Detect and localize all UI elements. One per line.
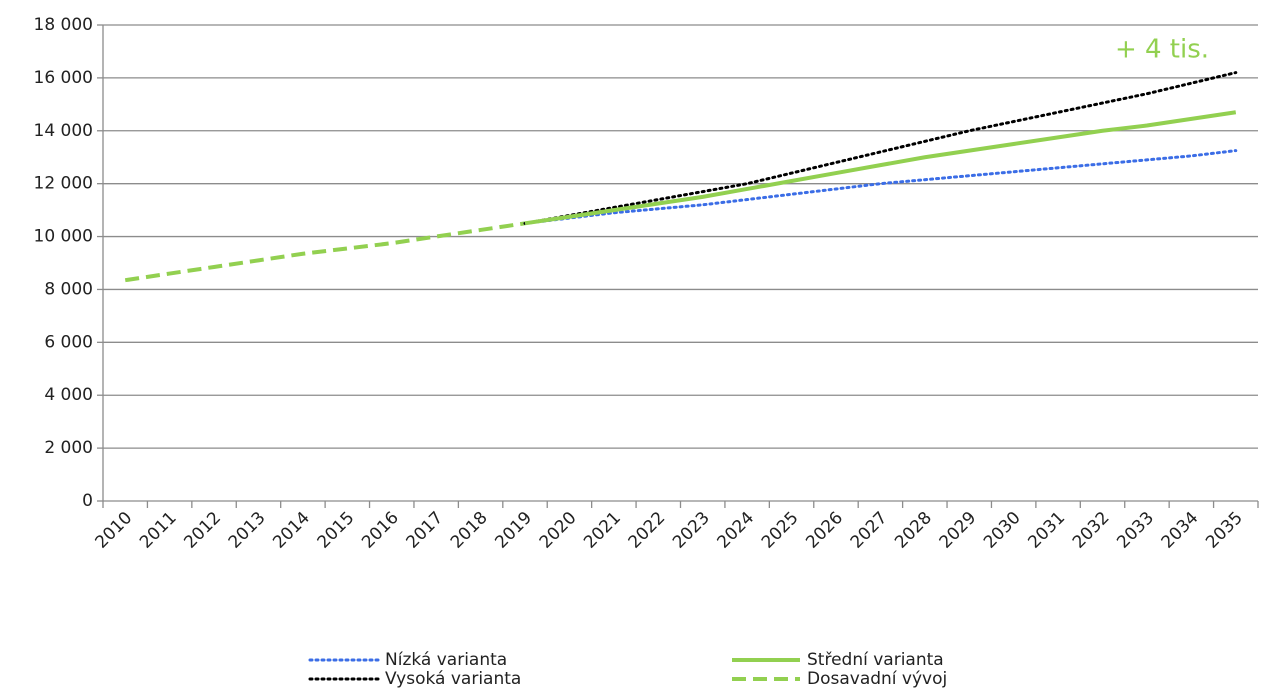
series-line bbox=[124, 221, 526, 283]
x-tick-label: 2027 bbox=[847, 508, 892, 553]
y-tick-label: 2 000 bbox=[44, 438, 93, 458]
x-tick-label: 2016 bbox=[358, 508, 403, 553]
y-tick-label: 0 bbox=[82, 491, 93, 511]
x-tick-label: 2013 bbox=[225, 508, 270, 553]
y-tick-label: 8 000 bbox=[44, 279, 93, 299]
legend-label: Vysoká varianta bbox=[385, 669, 521, 688]
x-tick-label: 2031 bbox=[1024, 508, 1069, 553]
x-tick-label: 2017 bbox=[403, 508, 448, 553]
y-tick-label: 16 000 bbox=[34, 68, 93, 88]
x-tick-label: 2012 bbox=[180, 508, 225, 553]
series-line bbox=[523, 71, 1238, 225]
x-tick-label: 2028 bbox=[891, 508, 936, 553]
x-tick-label: 2010 bbox=[92, 508, 137, 553]
series-line bbox=[524, 110, 1237, 226]
x-tick-label: 2019 bbox=[491, 508, 536, 553]
legend-label: Dosavadní vývoj bbox=[807, 669, 947, 688]
series-line bbox=[523, 149, 1238, 225]
legend-label: Nízká varianta bbox=[385, 650, 507, 670]
x-tick-label: 2034 bbox=[1158, 508, 1203, 553]
x-tick-label: 2026 bbox=[802, 508, 847, 553]
x-tick-label: 2020 bbox=[536, 508, 581, 553]
y-tick-label: 14 000 bbox=[34, 121, 93, 141]
x-tick-label: 2023 bbox=[669, 508, 714, 553]
x-tick-label: 2032 bbox=[1069, 508, 1114, 553]
x-tick-label: 2015 bbox=[314, 508, 359, 553]
y-tick-label: 6 000 bbox=[44, 332, 93, 352]
x-tick-label: 2022 bbox=[625, 508, 670, 553]
x-tick-label: 2021 bbox=[580, 508, 625, 553]
x-tick-label: 2033 bbox=[1113, 508, 1158, 553]
x-tick-label: 2035 bbox=[1202, 508, 1247, 553]
y-tick-label: 4 000 bbox=[44, 385, 93, 405]
legend-label: Střední varianta bbox=[807, 650, 944, 670]
x-tick-label: 2025 bbox=[758, 508, 803, 553]
annotation: + 4 tis. bbox=[1115, 35, 1209, 65]
y-tick-label: 18 000 bbox=[34, 15, 93, 35]
x-tick-label: 2018 bbox=[447, 508, 492, 553]
x-tick-label: 2029 bbox=[936, 508, 981, 553]
x-tick-label: 2024 bbox=[713, 508, 758, 553]
x-tick-label: 2011 bbox=[136, 508, 181, 553]
y-tick-label: 10 000 bbox=[34, 227, 93, 247]
y-tick-label: 12 000 bbox=[34, 174, 93, 194]
x-tick-label: 2014 bbox=[269, 508, 314, 553]
x-tick-label: 2030 bbox=[980, 508, 1025, 553]
